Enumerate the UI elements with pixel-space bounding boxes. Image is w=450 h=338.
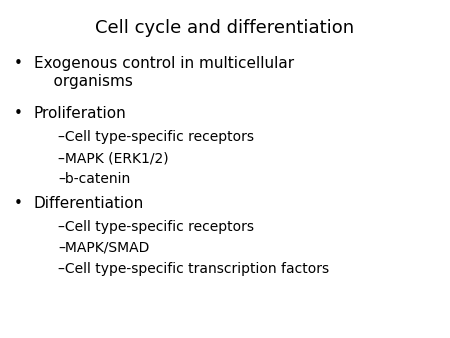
- Text: –b-catenin: –b-catenin: [58, 172, 131, 186]
- Text: –MAPK/SMAD: –MAPK/SMAD: [58, 241, 150, 255]
- Text: Exogenous control in multicellular
    organisms: Exogenous control in multicellular organ…: [34, 56, 294, 89]
- Text: •: •: [14, 106, 22, 121]
- Text: •: •: [14, 56, 22, 71]
- Text: •: •: [14, 196, 22, 211]
- Text: Proliferation: Proliferation: [34, 106, 126, 121]
- Text: –Cell type-specific transcription factors: –Cell type-specific transcription factor…: [58, 262, 329, 275]
- Text: –MAPK (ERK1/2): –MAPK (ERK1/2): [58, 151, 169, 165]
- Text: Cell cycle and differentiation: Cell cycle and differentiation: [95, 19, 355, 37]
- Text: –Cell type-specific receptors: –Cell type-specific receptors: [58, 130, 255, 144]
- Text: –Cell type-specific receptors: –Cell type-specific receptors: [58, 220, 255, 234]
- Text: Differentiation: Differentiation: [34, 196, 144, 211]
